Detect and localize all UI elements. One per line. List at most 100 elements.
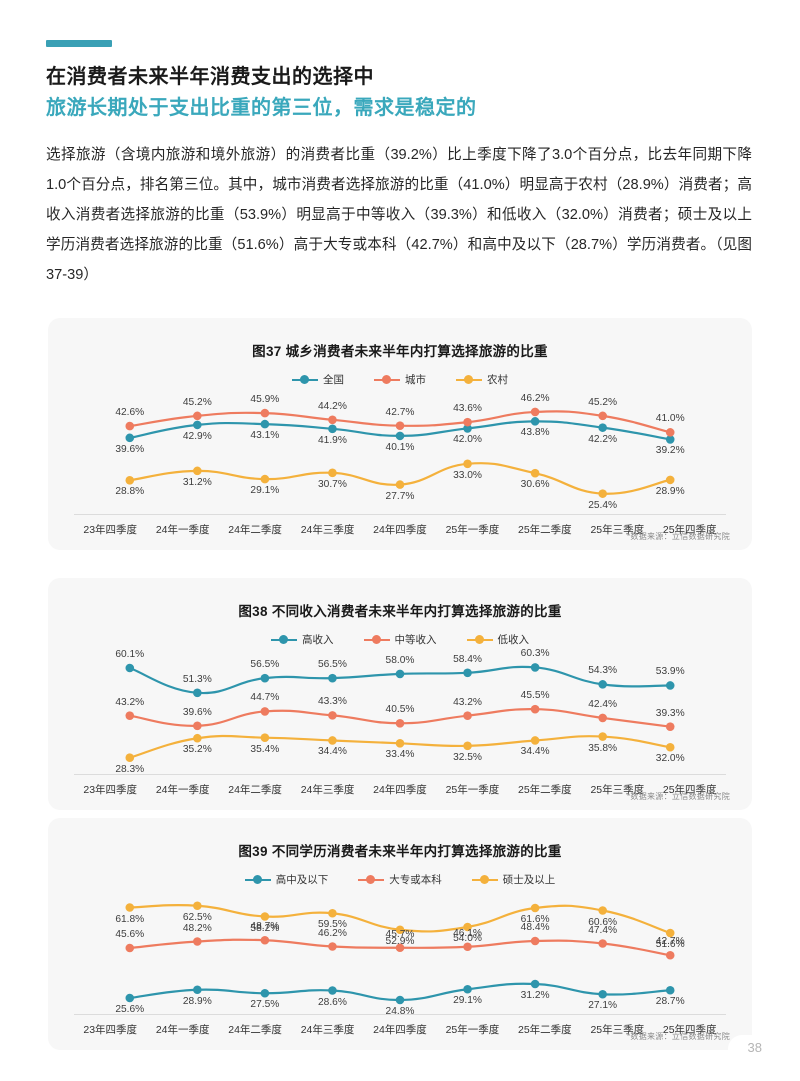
data-point[interactable] [328,424,337,434]
data-point[interactable] [260,988,270,998]
data-point[interactable] [598,411,607,421]
legend-item[interactable]: 中等收入 [363,632,437,647]
data-point[interactable] [665,722,675,731]
data-point[interactable] [125,421,135,431]
data-point[interactable] [260,912,270,921]
data-point[interactable] [260,408,270,418]
legend-item[interactable]: 低收入 [466,632,529,647]
data-point[interactable] [665,928,675,938]
chart-title-fig37: 图37 城乡消费者未来半年内打算选择旅游的比重 [252,344,548,359]
data-point[interactable] [598,489,607,498]
data-point-label: 45.2% [182,396,212,408]
data-point[interactable] [665,950,675,960]
data-point[interactable] [395,718,405,728]
data-point[interactable] [598,423,607,432]
legend-item[interactable]: 高收入 [271,632,334,647]
data-point[interactable] [463,942,472,952]
data-point[interactable] [260,707,270,716]
x-tick-label: 24年一季度 [155,1024,210,1036]
data-point[interactable] [260,419,270,429]
data-point[interactable] [125,753,135,762]
data-point[interactable] [665,681,675,690]
legend-item[interactable]: 城市 [374,372,426,387]
legend-item[interactable]: 全国 [292,372,344,387]
data-point[interactable] [193,411,202,421]
data-point[interactable] [598,680,607,689]
data-point[interactable] [665,428,675,437]
data-point[interactable] [598,906,607,915]
data-point[interactable] [665,475,675,485]
data-point[interactable] [395,943,405,953]
data-point[interactable] [328,986,337,995]
data-point[interactable] [530,704,540,714]
data-point[interactable] [395,421,405,430]
data-point[interactable] [463,922,472,932]
data-point[interactable] [665,435,675,444]
data-point[interactable] [125,993,135,1003]
data-point[interactable] [463,459,472,469]
data-point[interactable] [328,468,337,478]
data-point[interactable] [463,984,472,994]
data-point[interactable] [395,739,405,748]
data-point[interactable] [463,741,472,751]
data-point[interactable] [598,732,607,741]
data-point[interactable] [125,475,135,485]
data-point[interactable] [328,942,337,951]
data-point-label: 45.7% [385,928,415,940]
data-point[interactable] [260,474,270,484]
data-point[interactable] [665,985,675,995]
data-point[interactable] [193,466,202,476]
data-point-label: 42.7% [655,936,685,948]
legend-item[interactable]: 大专或本科 [358,872,442,887]
legend-item[interactable]: 农村 [456,372,508,387]
data-point[interactable] [328,736,337,745]
data-point[interactable] [328,711,337,720]
data-point[interactable] [193,733,202,743]
data-point[interactable] [530,936,540,946]
data-point[interactable] [193,688,202,698]
data-point[interactable] [125,663,135,673]
data-point[interactable] [395,431,405,441]
data-point[interactable] [598,713,607,723]
data-point[interactable] [598,939,607,948]
data-point[interactable] [260,733,270,742]
data-point[interactable] [125,433,135,443]
data-point-label: 28.3% [115,763,145,775]
data-point[interactable] [395,925,405,935]
data-point[interactable] [193,721,202,731]
data-point[interactable] [530,979,540,989]
data-point[interactable] [530,407,540,417]
legend-item[interactable]: 硕士及以上 [471,872,555,887]
data-point[interactable] [193,420,202,430]
data-point[interactable] [463,424,472,433]
data-point[interactable] [328,908,337,918]
data-point[interactable] [665,742,675,752]
legend-item[interactable]: 高中及以下 [244,872,328,887]
data-point[interactable] [328,673,337,683]
data-point[interactable] [328,415,337,425]
page-heading: 在消费者未来半年消费支出的选择中 旅游长期处于支出比重的第三位，需求是稳定的 [46,62,756,124]
data-point[interactable] [395,995,405,1005]
data-point[interactable] [125,903,135,912]
corner-fold [728,1035,800,1081]
data-point[interactable] [260,673,270,683]
data-point[interactable] [463,417,472,427]
data-point[interactable] [530,903,540,913]
data-point[interactable] [463,711,472,720]
data-point[interactable] [530,417,540,426]
data-point[interactable] [530,736,540,745]
data-point[interactable] [530,663,540,672]
data-point[interactable] [193,985,202,995]
data-point[interactable] [463,668,472,678]
data-point[interactable] [260,935,270,945]
data-point[interactable] [125,711,135,720]
data-point[interactable] [193,937,202,946]
plot-svg [125,901,675,1005]
data-point[interactable] [530,468,540,478]
data-point[interactable] [598,989,607,999]
data-point[interactable] [193,901,202,911]
data-point[interactable] [395,480,405,489]
data-point[interactable] [125,943,135,953]
data-point[interactable] [395,669,405,679]
x-tick-label: 23年四季度 [83,1024,138,1036]
